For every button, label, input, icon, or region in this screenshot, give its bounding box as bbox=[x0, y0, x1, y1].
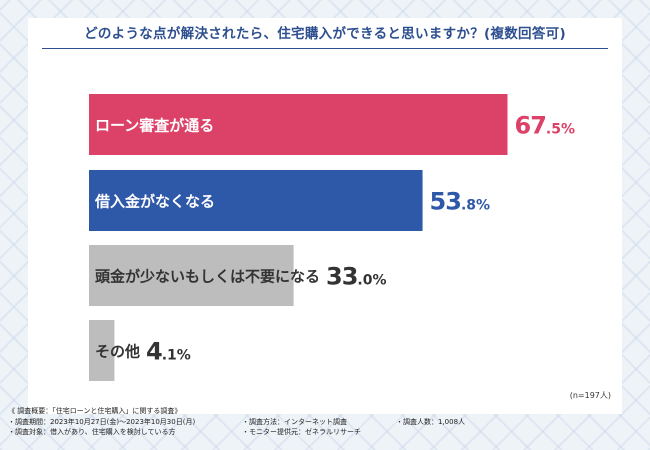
bar-chart: ローン審査が通る 67.5% 借入金がなくなる 53.8% 頭金が少ないもしくは不要にな… bbox=[89, 94, 611, 400]
category-label: その他 bbox=[95, 343, 140, 361]
value-label: 53.8% bbox=[430, 188, 491, 216]
category-label: 借入金がなくなる bbox=[94, 193, 215, 211]
survey-provider: ・モニター提供元：ゼネラルリサーチ bbox=[242, 428, 361, 436]
footnote-row: 《 調査概要：「住宅ローンと住宅購入」に関する調査》 bbox=[8, 406, 648, 417]
bar bbox=[89, 320, 115, 381]
value-label: 4.1% bbox=[146, 338, 191, 366]
category-label: 頭金が少ないもしくは不要になる bbox=[95, 268, 320, 286]
survey-method: ・調査方法：インターネット調査 bbox=[242, 417, 347, 426]
value-label: 33.0% bbox=[326, 263, 387, 291]
bar bbox=[89, 245, 294, 306]
bar bbox=[89, 94, 508, 155]
category-label: ローン審査が通る bbox=[95, 117, 214, 135]
survey-target: ・調査対象：借入があり、住宅購入を検討している方 bbox=[8, 428, 176, 436]
chart-title: どのような点が解決されたら、住宅購入ができると思いますか？(複数回答可) bbox=[84, 26, 566, 42]
chart-card: どのような点が解決されたら、住宅購入ができると思いますか？(複数回答可) ローン… bbox=[28, 18, 622, 414]
bar bbox=[89, 170, 423, 231]
value-label: 67.5% bbox=[515, 112, 576, 140]
survey-count: ・調査人数：1,008人 bbox=[396, 417, 466, 426]
survey-period: ・調査期間：2023年10月27日(金)～2023年10月30日(月) bbox=[8, 417, 196, 426]
survey-overview: 《 調査概要：「住宅ローンと住宅購入」に関する調査》 bbox=[8, 407, 182, 415]
footnote-row: ・調査期間：2023年10月27日(金)～2023年10月30日(月) ・調査方… bbox=[8, 417, 648, 428]
footnote-row: ・調査対象：借入があり、住宅購入を検討している方 ・モニター提供元：ゼネラルリサ… bbox=[8, 427, 648, 438]
survey-footnote: 《 調査概要：「住宅ローンと住宅購入」に関する調査》 ・調査期間：2023年10… bbox=[8, 406, 648, 438]
title-underline bbox=[42, 48, 608, 49]
sample-size-note: (n=197人) bbox=[570, 391, 611, 400]
